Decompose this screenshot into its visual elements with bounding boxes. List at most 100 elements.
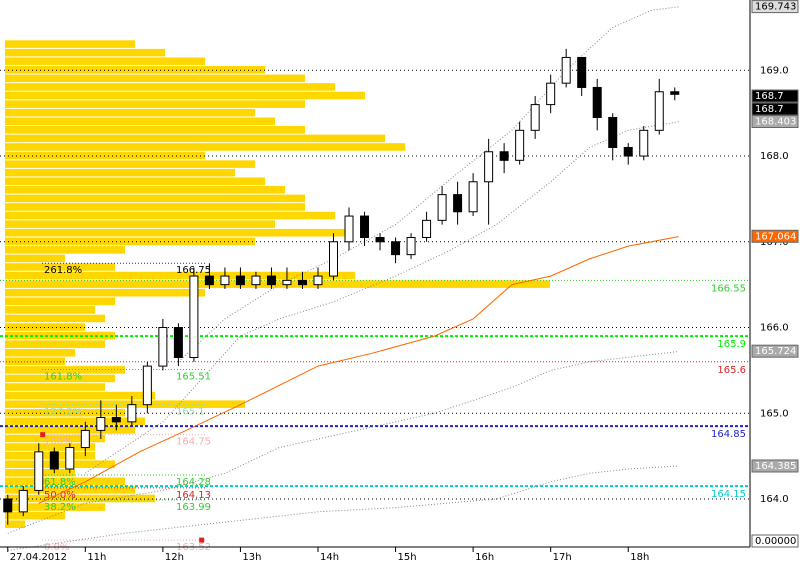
candle-body [329, 241, 339, 277]
level-label: 164.15 [711, 489, 746, 500]
level-label: 165.9 [717, 339, 746, 350]
volume-bar [5, 417, 145, 426]
candle-body [189, 275, 199, 359]
y-tick-label: 169.0 [760, 65, 789, 76]
price-tag-label: 167.064 [755, 231, 796, 242]
y-tick-label: 164.0 [760, 494, 789, 505]
candle-body [220, 275, 230, 286]
price-tag [751, 114, 799, 128]
fib-price: 163.99 [176, 502, 211, 513]
fib-ratio: 161.8% [44, 372, 82, 383]
fib-price: 164.13 [176, 490, 211, 501]
candle-body [515, 129, 525, 161]
candle-body [577, 56, 587, 88]
volume-bar [5, 203, 305, 211]
volume-bar [5, 57, 205, 66]
volume-bar [5, 391, 155, 400]
fib-ratio: 127.2% [44, 407, 82, 418]
x-tick-label: 17h [553, 552, 572, 563]
candle-body [297, 279, 307, 286]
volume-bar [5, 177, 265, 186]
candle-body [96, 417, 106, 431]
candle-body [204, 275, 214, 286]
x-tick-label: 18h [630, 552, 649, 563]
y-tick-label: 165.0 [760, 408, 789, 419]
y-tick-label: 166.0 [760, 323, 789, 334]
fib-ratio: 38.2% [44, 502, 76, 513]
candle-body [235, 275, 245, 286]
indicator-line [178, 6, 679, 363]
fib-ratio: 61.8% [44, 477, 76, 488]
volume-bar [5, 357, 65, 366]
volume-bar [5, 511, 65, 520]
price-tag [751, 89, 799, 103]
volume-bar [5, 340, 105, 348]
y-tick-label: 168.0 [760, 151, 789, 162]
volume-bar [5, 117, 275, 126]
volume-bar [5, 126, 305, 134]
indicator-tag [751, 534, 799, 548]
volume-bar [5, 48, 165, 57]
candle-body [251, 275, 261, 286]
marker [40, 432, 46, 438]
volume-bar [5, 263, 115, 271]
price-tag-label: 168.7 [755, 91, 784, 102]
indicator-tag-label: 0.00000 [755, 536, 796, 547]
volume-bar [5, 503, 105, 511]
volume-bar [5, 366, 125, 374]
volume-bar [5, 160, 255, 168]
volume-bar [5, 74, 305, 83]
volume-bar [5, 100, 305, 108]
candle-body [608, 116, 618, 148]
candle-body [34, 451, 44, 491]
candle-body [530, 104, 540, 131]
price-tag-label: 168.403 [755, 116, 796, 127]
fib-price: 165.1 [176, 407, 205, 418]
volume-bar [5, 486, 135, 494]
candle-body [142, 365, 152, 406]
candle-body [49, 451, 59, 470]
volume-bar [5, 520, 25, 528]
price-tag [751, 229, 799, 243]
candle-body [127, 404, 137, 423]
volume-bar [5, 443, 95, 451]
candle-body [406, 236, 416, 256]
candle-body [670, 91, 680, 95]
price-tag-label: 168.7 [755, 104, 784, 115]
volume-bar [5, 374, 115, 383]
price-tag [751, 344, 799, 358]
candle-body [422, 219, 432, 238]
volume-bar [5, 134, 385, 143]
candle-body [499, 151, 509, 161]
volume-bar [5, 91, 365, 100]
x-tick-label: 14h [320, 552, 339, 563]
x-tick-label: 13h [242, 552, 261, 563]
candle-body [639, 129, 649, 157]
candle-body [65, 447, 75, 470]
candle-body [468, 181, 478, 213]
price-tag [751, 459, 799, 473]
fib-price: 164.75 [176, 437, 211, 448]
volume-bar [5, 460, 115, 468]
candle-body [313, 275, 323, 286]
x-tick-label: 16h [475, 552, 494, 563]
volume-bar [5, 143, 405, 151]
volume-bar [5, 186, 285, 194]
price-tag [751, 0, 799, 14]
candle-body [173, 327, 183, 359]
level-label: 165.6 [717, 365, 746, 376]
indicator-line [38, 236, 679, 504]
volume-bar [5, 237, 255, 246]
fib-ratio: 0.0% [44, 542, 69, 553]
candle-body [561, 56, 571, 84]
candle-body [654, 91, 664, 131]
volume-bar [5, 83, 335, 91]
candle-body [391, 241, 401, 256]
volume-bar [5, 271, 355, 280]
x-tick-label: 27.04.2012 [10, 552, 67, 563]
fib-price: 164.28 [176, 477, 211, 488]
volume-bar [5, 211, 335, 220]
candle-body [266, 275, 276, 286]
volume-bar [5, 220, 275, 228]
volume-bar [5, 194, 305, 203]
